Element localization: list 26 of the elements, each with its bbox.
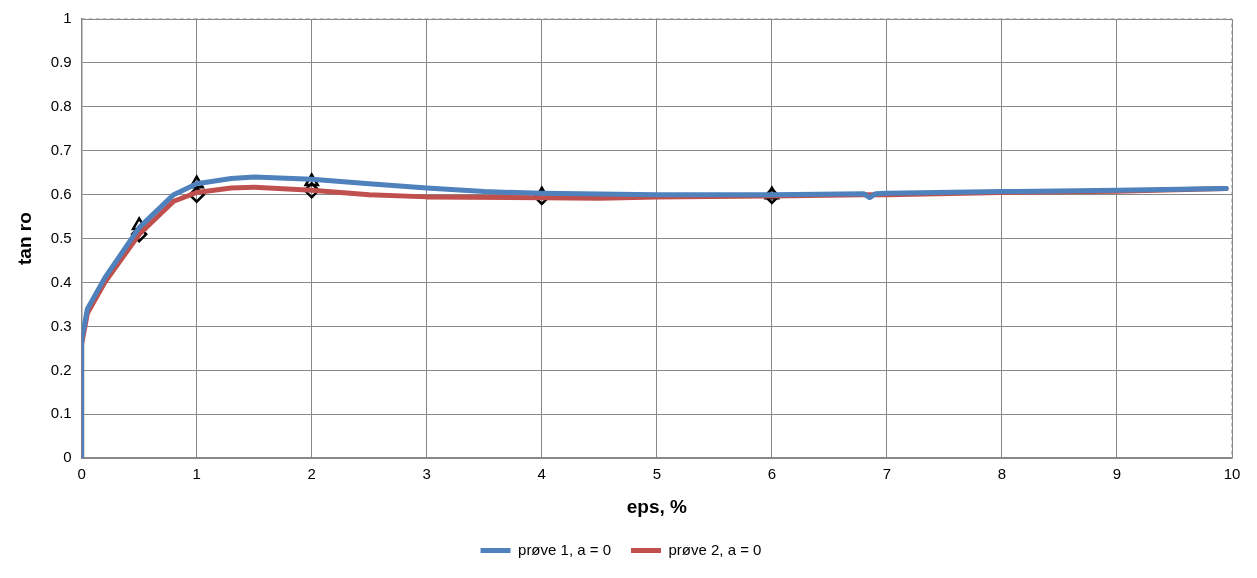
x-tick-label: 8	[997, 465, 1007, 483]
y-tick-label: 0.3	[50, 316, 72, 334]
x-tick-label: 1	[192, 465, 201, 483]
legend-label: prøve 1, a = 0	[518, 540, 611, 558]
x-tick-label: 7	[882, 465, 892, 483]
x-tick-label: 10	[1223, 465, 1241, 483]
y-tick-label: 0.8	[50, 96, 72, 114]
y-tick-label: 0.5	[50, 228, 72, 246]
legend-label: prøve 2, a = 0	[668, 540, 762, 558]
x-tick-label: 6	[767, 465, 777, 483]
y-tick-label: 0.4	[50, 272, 72, 290]
x-tick-label: 5	[652, 465, 661, 483]
y-tick-label: 0.7	[50, 140, 72, 158]
y-tick-label: 0.6	[50, 184, 72, 202]
y-tick-label: 0	[63, 448, 72, 466]
y-tick-label: 0.9	[50, 53, 72, 71]
x-tick-label: 9	[1112, 465, 1122, 483]
y-tick-label: 0.1	[50, 404, 72, 422]
y-tick-label: 0.2	[50, 360, 72, 378]
x-tick-label: 2	[307, 465, 316, 483]
x-tick-label: 3	[422, 465, 431, 483]
x-axis-title: eps, %	[626, 495, 688, 517]
y-tick-label: 1	[63, 9, 72, 27]
x-tick-label: 0	[77, 465, 86, 483]
y-axis-title: tan ro	[13, 212, 35, 265]
x-tick-label: 4	[537, 465, 546, 483]
